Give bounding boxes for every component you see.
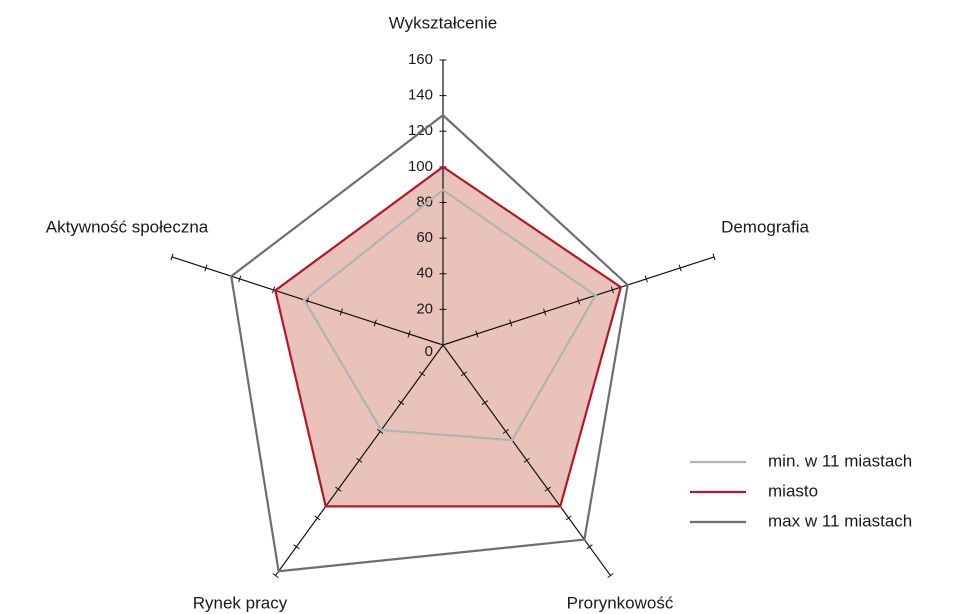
tick-mark: [418, 371, 426, 377]
tick-mark: [339, 308, 343, 316]
r-tick-label: 160: [408, 51, 433, 68]
legend-label: max w 11 miastach: [768, 511, 912, 530]
tick-mark: [460, 371, 468, 377]
category-label: Prorynkowość: [567, 593, 674, 612]
tick-mark: [293, 544, 300, 550]
tick-mark: [586, 544, 593, 550]
tick-mark: [204, 264, 208, 272]
series-line: [302, 188, 597, 442]
r-tick-label: 20: [416, 300, 433, 317]
tick-mark: [475, 330, 479, 338]
r-tick-label: 80: [416, 193, 433, 210]
tick-mark: [607, 573, 614, 579]
tick-mark: [481, 400, 489, 406]
legend-label: min. w 11 miastach: [768, 451, 912, 470]
tick-mark: [576, 297, 581, 305]
tick-mark: [523, 457, 530, 463]
tick-mark: [509, 319, 513, 327]
tick-mark: [407, 330, 411, 338]
category-label: Demografia: [721, 217, 809, 236]
tick-mark: [712, 253, 716, 261]
tick-mark: [272, 286, 276, 294]
legend-label: miasto: [768, 481, 818, 500]
tick-mark: [397, 400, 405, 406]
tick-mark: [502, 429, 509, 434]
series-line: [274, 165, 623, 508]
tick-mark: [272, 573, 279, 579]
tick-mark: [314, 515, 321, 521]
r-tick-label: 40: [416, 265, 433, 282]
tick-mark: [678, 264, 682, 272]
tick-mark: [544, 486, 551, 492]
tick-mark: [644, 275, 648, 283]
tick-mark: [565, 515, 572, 521]
tick-mark: [543, 308, 547, 316]
category-label: Aktywność społeczna: [46, 217, 209, 236]
tick-mark: [335, 486, 342, 492]
category-label: Rynek pracy: [193, 593, 288, 612]
r-tick-label: 140: [408, 87, 433, 104]
r-tick-label: 0: [425, 343, 433, 360]
tick-mark: [377, 429, 384, 434]
tick-mark: [170, 253, 174, 261]
r-tick-label: 100: [408, 158, 433, 175]
tick-mark: [373, 319, 377, 327]
series-area: [275, 166, 621, 507]
category-label: Wykształcenie: [389, 13, 498, 32]
tick-mark: [610, 286, 614, 294]
tick-mark: [356, 457, 363, 463]
tick-mark: [238, 275, 242, 283]
r-tick-label: 60: [416, 229, 433, 246]
series-line: [230, 113, 629, 573]
